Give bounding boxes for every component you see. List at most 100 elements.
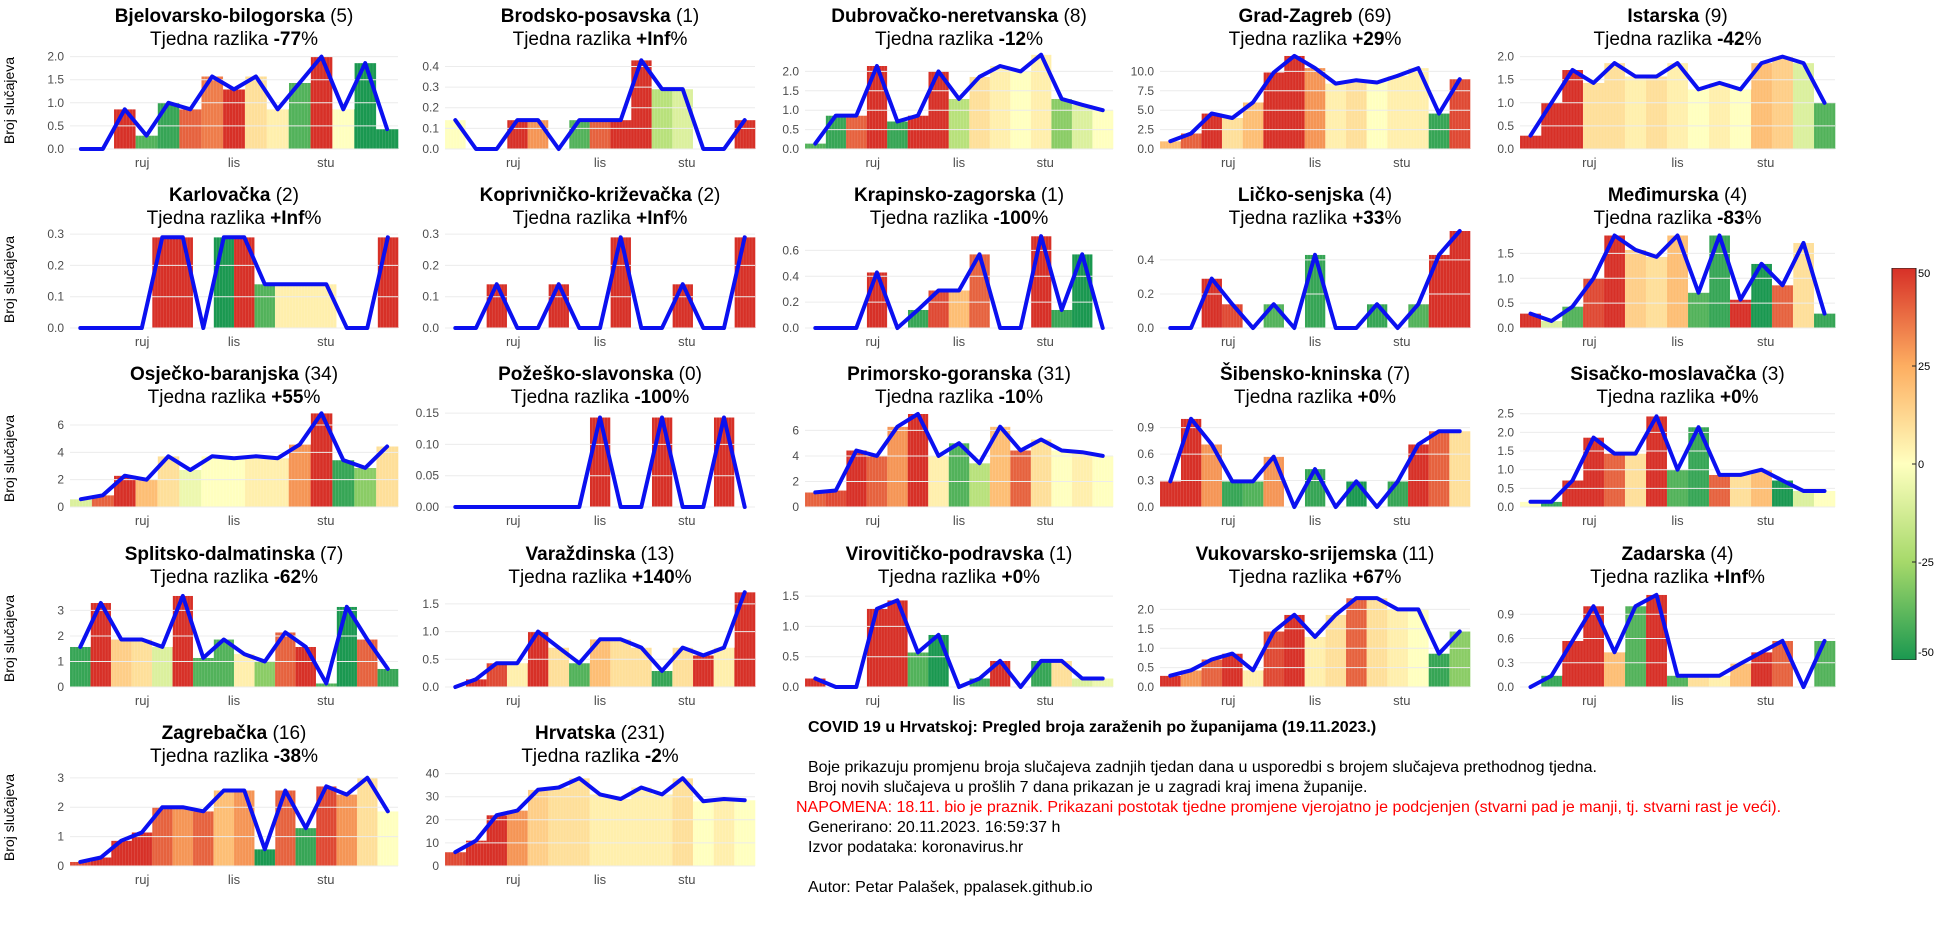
weekly-count: (1) — [1035, 185, 1065, 206]
bar-mask — [91, 52, 115, 149]
bar-mask — [486, 410, 508, 507]
bar-mask — [1751, 52, 1773, 64]
bar-mask — [1092, 231, 1114, 328]
bar-mask — [90, 231, 112, 328]
chart-title: Brodsko-posavska (1) — [400, 6, 800, 28]
bar-mask — [1304, 231, 1326, 255]
x-tick-label: lis — [228, 693, 241, 708]
change-prefix: Tjedna razlika — [1228, 567, 1353, 588]
bar — [223, 458, 246, 507]
change-prefix: Tjedna razlika — [1233, 387, 1358, 408]
bar — [527, 789, 549, 866]
bar-mask — [1730, 410, 1752, 475]
bar — [201, 456, 224, 507]
y-tick-label: 0.5 — [1497, 481, 1514, 495]
bar — [569, 663, 590, 687]
change-prefix: Tjedna razlika — [510, 387, 635, 408]
y-tick-label: 0.0 — [1497, 680, 1514, 694]
x-tick-label: ruj — [1582, 334, 1597, 349]
y-tick-label: 0.0 — [1497, 321, 1514, 335]
bar — [275, 632, 296, 687]
bar-mask — [135, 410, 158, 480]
bar — [989, 426, 1011, 507]
bar-mask — [377, 769, 399, 812]
legend-tick-label: 50 — [1918, 268, 1930, 280]
bar-mask — [989, 231, 1011, 328]
y-tick-label: 0.3 — [1137, 474, 1154, 488]
bar-mask — [354, 52, 377, 64]
x-tick-label: stu — [1757, 334, 1774, 349]
bar-mask — [1688, 231, 1710, 293]
bar-mask — [1604, 590, 1626, 653]
bar-mask — [1242, 231, 1264, 328]
bar — [734, 800, 756, 866]
bar-mask — [805, 231, 826, 328]
bar-mask — [610, 769, 632, 800]
bar-mask — [1428, 410, 1450, 432]
county-chart: 0.0 0.1 0.2 0.3 0.4 ruj lis stu — [422, 52, 756, 170]
bar-mask — [651, 410, 673, 418]
weekly-count: (16) — [267, 723, 307, 744]
bar — [1583, 82, 1605, 149]
bar-mask — [266, 52, 289, 110]
bar-mask — [672, 590, 694, 648]
chart-subtitle: Tjedna razlika -100% — [400, 387, 800, 409]
chart-title: Bjelovarsko-bilogorska (5) — [34, 6, 434, 28]
bar-mask — [172, 590, 194, 596]
bar — [1051, 98, 1073, 149]
percent-sign: % — [1031, 208, 1049, 229]
bar-mask — [887, 52, 908, 122]
weekly-change: +Inf — [270, 208, 305, 229]
percent-sign: % — [1384, 208, 1402, 229]
y-tick-label: 0.15 — [416, 406, 440, 420]
trend-line — [78, 593, 390, 686]
weekly-count: (8) — [1058, 6, 1087, 27]
bar-mask — [1730, 590, 1752, 664]
bar-mask — [866, 410, 888, 456]
y-tick-label: 0 — [57, 500, 64, 514]
change-prefix: Tjedna razlika — [150, 567, 274, 588]
trend-line — [453, 58, 747, 151]
y-tick-label: 0.4 — [422, 59, 439, 73]
bar-mask — [969, 52, 991, 77]
bar-mask — [376, 52, 399, 130]
percent-sign: % — [661, 746, 679, 767]
bar-mask — [266, 410, 289, 459]
y-tick-label: 0.00 — [416, 500, 440, 514]
bar-mask — [1541, 410, 1563, 502]
x-tick-label: ruj — [866, 513, 881, 528]
bar-mask — [357, 769, 378, 778]
y-tick-label: 1.0 — [47, 96, 64, 110]
y-tick-label: 2.0 — [782, 64, 799, 78]
bar — [157, 456, 180, 507]
bar-mask — [1793, 231, 1815, 243]
bar-mask — [1428, 231, 1450, 255]
legend-tick-label: 25 — [1918, 361, 1930, 373]
bar-mask — [1541, 590, 1563, 676]
bar — [377, 668, 399, 687]
change-prefix: Tjedna razlika — [521, 746, 645, 767]
bar — [1222, 481, 1243, 507]
y-tick-label: 0.0 — [782, 321, 799, 335]
bar-mask — [631, 410, 652, 507]
percent-sign: % — [1747, 567, 1765, 588]
bar-mask — [825, 590, 847, 687]
bar-mask — [1222, 590, 1243, 654]
bar-mask — [1428, 590, 1450, 654]
bar — [377, 811, 399, 866]
bar-mask — [465, 231, 487, 328]
bar-mask — [672, 410, 694, 507]
bar — [907, 652, 929, 687]
bar — [1387, 75, 1409, 149]
bar-mask — [1160, 231, 1181, 328]
chart-title: Koprivničko-križevačka (2) — [400, 185, 800, 207]
y-tick-label: 4 — [792, 449, 799, 463]
county-chart: 0.0 0.5 1.0 1.5 ruj lis stu — [782, 589, 1114, 708]
bar — [1263, 631, 1285, 687]
bar-mask — [507, 590, 528, 664]
bar — [465, 840, 487, 866]
chart-subtitle: Tjedna razlika +140% — [400, 567, 800, 589]
x-tick-label: stu — [317, 155, 334, 170]
bar-mask — [1092, 52, 1114, 111]
y-tick-label: 0 — [57, 859, 64, 873]
